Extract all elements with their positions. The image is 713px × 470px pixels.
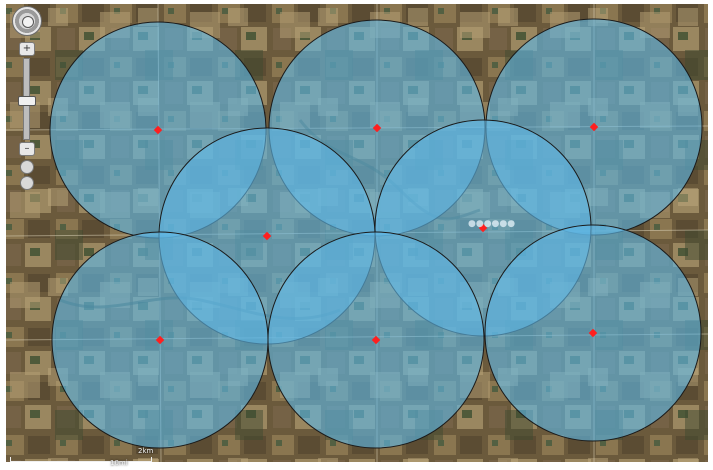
scale-bar: 2km 10mi [10, 447, 154, 467]
pan-compass-icon[interactable] [12, 6, 42, 36]
scale-bottom-label: 10mi [110, 459, 128, 467]
site-marker-zone-5[interactable] [478, 223, 488, 233]
plus-icon[interactable]: + [19, 42, 35, 56]
site-marker-zone-4[interactable] [262, 231, 272, 241]
site-marker-zone-2[interactable] [372, 123, 382, 133]
minus-icon[interactable]: – [19, 142, 35, 156]
site-marker-zone-1[interactable] [153, 125, 163, 135]
scale-bar-line [10, 457, 152, 462]
site-marker-zone-7[interactable] [371, 335, 381, 345]
layers-tool-icon[interactable] [20, 176, 34, 190]
site-marker-zone-6[interactable] [155, 335, 165, 345]
place-label-ghost: ●●●●●● [468, 219, 515, 229]
scale-top-label: 2km [138, 447, 154, 455]
site-marker-zone-8[interactable] [588, 328, 598, 338]
coverage-zones [49, 18, 703, 449]
site-markers [153, 122, 599, 345]
measure-tool-icon[interactable] [20, 160, 34, 174]
zoom-slider-thumb[interactable] [18, 96, 36, 106]
map-navigation-control: + – [10, 4, 44, 204]
